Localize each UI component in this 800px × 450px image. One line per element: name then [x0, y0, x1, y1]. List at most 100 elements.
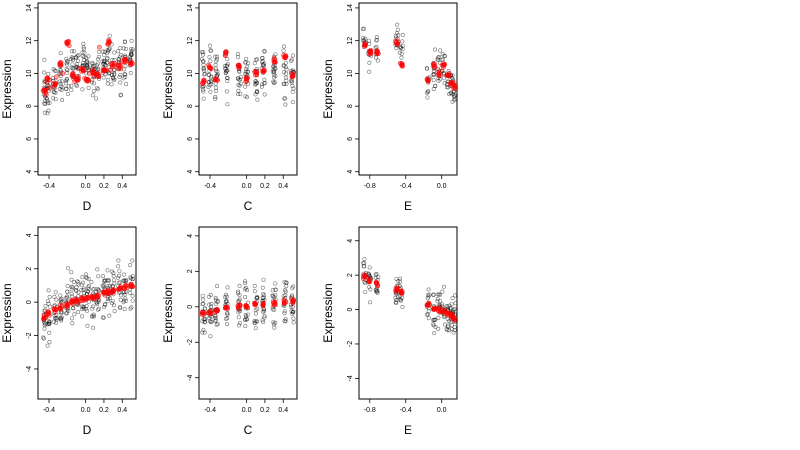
observed-point: [244, 317, 249, 322]
y-tick-label: 8: [26, 104, 33, 108]
observed-point: [95, 61, 100, 66]
observed-point: [290, 89, 295, 94]
observed-point: [85, 289, 90, 294]
observed-point: [451, 95, 456, 100]
observed-point: [260, 285, 265, 290]
observed-point: [119, 293, 124, 298]
observed-point: [117, 74, 122, 79]
observed-point: [215, 72, 220, 77]
observed-point: [398, 279, 403, 284]
observed-point: [41, 319, 46, 324]
observed-point: [441, 71, 446, 76]
x-tick-label: -0.4: [43, 407, 55, 414]
observed-point: [121, 46, 126, 51]
y-tick-label: 14: [26, 4, 33, 12]
observed-point: [438, 292, 443, 297]
y-tick-label: 2: [187, 269, 194, 273]
fitted-points: [361, 272, 458, 323]
observed-point: [367, 69, 372, 74]
observed-point: [111, 303, 116, 308]
observed-point: [105, 81, 110, 86]
observed-point: [58, 51, 63, 56]
observed-point: [76, 280, 81, 285]
fitted-points: [40, 37, 135, 98]
observed-point: [101, 75, 106, 80]
observed-point: [76, 310, 81, 315]
y-axis: 4 6 8 10 12 14: [187, 4, 199, 174]
observed-point: [65, 92, 70, 97]
observed-point: [451, 330, 456, 335]
observed-point: [452, 93, 457, 98]
observed-point: [426, 89, 431, 94]
observed-point: [373, 272, 378, 277]
observed-point: [65, 58, 70, 63]
observed-point: [116, 264, 121, 269]
fitted-point: [51, 307, 57, 312]
observed-point: [281, 64, 286, 69]
observed-point: [69, 83, 74, 88]
x-axis: -0.4 0.0 0.2 0.4: [43, 175, 127, 190]
panel-6: -0.8 -0.4 0.0 -4 -2 0 2 4 E Expression: [321, 226, 458, 437]
observed-point: [52, 294, 57, 299]
observed-point: [47, 330, 52, 335]
observed-point: [112, 72, 117, 77]
observed-point: [63, 81, 68, 86]
observed-point: [442, 322, 447, 327]
observed-point: [200, 57, 205, 62]
observed-point: [124, 298, 129, 303]
fitted-point: [110, 287, 116, 293]
observed-point: [224, 75, 229, 80]
observed-point: [272, 75, 277, 80]
plot-frame: [37, 226, 137, 400]
fitted-points: [41, 281, 136, 322]
observed-point: [207, 302, 212, 307]
observed-point: [105, 268, 110, 273]
observed-point: [53, 320, 58, 325]
observed-point: [91, 325, 96, 330]
fitted-point: [82, 75, 88, 81]
observed-point: [60, 98, 65, 103]
observed-point: [41, 335, 46, 340]
observed-point: [243, 295, 248, 300]
observed-point: [282, 309, 287, 314]
observed-point: [260, 82, 265, 87]
x-tick-label: 0.0: [242, 183, 252, 190]
observed-point: [253, 79, 258, 84]
observed-point: [238, 81, 243, 86]
observed-point: [235, 52, 240, 57]
observed-point: [105, 60, 110, 65]
observed-point: [105, 56, 110, 61]
observed-point: [90, 287, 95, 292]
observed-point: [95, 267, 100, 272]
observed-point: [45, 343, 50, 348]
observed-point: [452, 325, 457, 330]
observed-point: [76, 290, 81, 295]
observed-point: [84, 306, 89, 311]
observed-point: [48, 304, 53, 309]
observed-point: [225, 285, 230, 290]
x-axis: -0.8 -0.4 0.0: [364, 175, 447, 190]
observed-point: [58, 293, 63, 298]
fitted-point: [424, 76, 430, 82]
observed-point: [225, 311, 230, 316]
fitted-point: [374, 280, 379, 286]
fitted-point: [235, 303, 241, 309]
observed-point: [432, 331, 437, 336]
observed-point: [363, 290, 368, 295]
observed-point: [245, 64, 250, 69]
observed-point: [283, 65, 288, 70]
panel-3: -0.8 -0.4 0.0 4 6 8 10 12 14 E Expression: [321, 2, 458, 213]
fitted-point: [90, 69, 96, 75]
fitted-point: [96, 44, 102, 50]
observed-point: [103, 303, 108, 308]
observed-point: [112, 50, 117, 55]
observed-point: [450, 296, 455, 301]
observed-point: [110, 298, 115, 303]
observed-point: [362, 257, 367, 262]
observed-point: [69, 49, 74, 54]
x-tick-label: -0.4: [43, 183, 55, 190]
observed-point: [213, 316, 218, 321]
fitted-point: [368, 47, 374, 53]
observed-point: [290, 53, 295, 58]
